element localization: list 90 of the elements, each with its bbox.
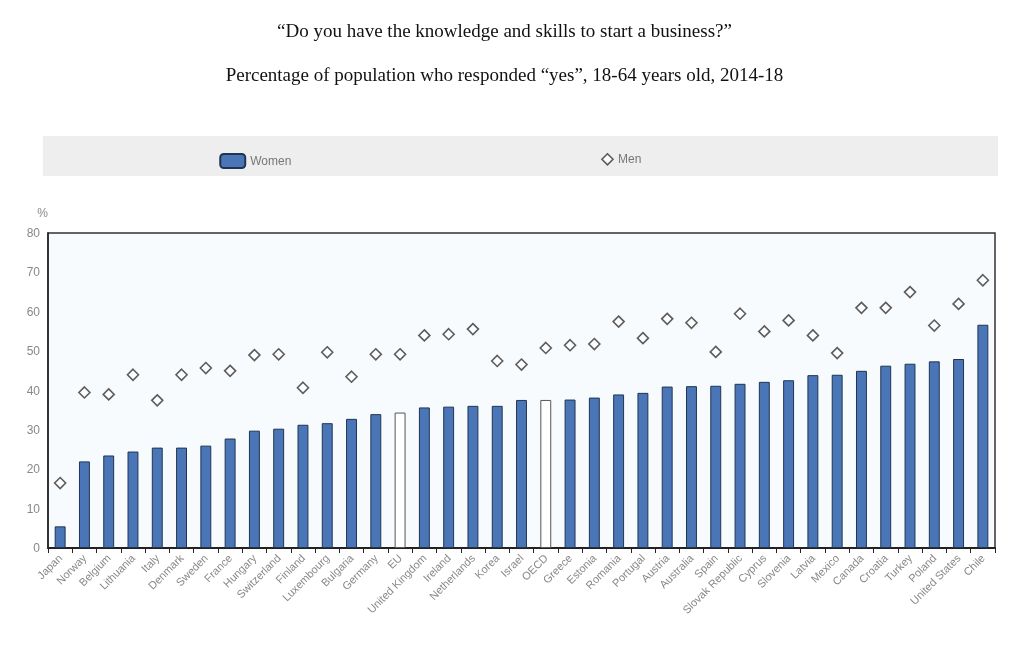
point xyxy=(515,358,528,371)
bar xyxy=(734,383,746,548)
y-tick-label: 60 xyxy=(26,304,41,319)
bar xyxy=(928,361,940,548)
point xyxy=(78,386,91,399)
point xyxy=(709,345,723,359)
point xyxy=(855,301,868,315)
point xyxy=(588,337,601,351)
point xyxy=(660,312,674,326)
y-tick-label: 30 xyxy=(26,422,41,437)
y-axis-title: % xyxy=(37,206,49,220)
point xyxy=(490,354,504,368)
point xyxy=(927,319,941,332)
chart-title: “Do you have the knowledge and skills to start a business?” xyxy=(277,20,732,41)
point xyxy=(418,329,431,342)
point xyxy=(150,394,164,407)
y-tick-label: 40 xyxy=(26,383,41,398)
point xyxy=(830,346,844,360)
point xyxy=(952,297,965,311)
point xyxy=(539,341,553,355)
bar xyxy=(346,418,357,548)
bar xyxy=(370,414,382,548)
legend-label: Women xyxy=(250,154,292,168)
point xyxy=(879,301,893,315)
bar xyxy=(904,363,916,548)
point xyxy=(782,314,795,327)
y-tick-label: 50 xyxy=(26,344,41,359)
bar xyxy=(953,359,965,548)
bar xyxy=(758,381,770,548)
point xyxy=(320,346,334,359)
bar xyxy=(127,451,139,548)
bar xyxy=(491,405,503,548)
y-tick-label: 70 xyxy=(26,265,41,280)
point xyxy=(466,322,480,336)
bar xyxy=(637,392,649,548)
point xyxy=(393,347,407,361)
point xyxy=(806,329,820,342)
bar xyxy=(831,374,843,548)
bar xyxy=(151,447,163,548)
bar xyxy=(977,324,989,548)
bar xyxy=(686,386,697,548)
point xyxy=(53,476,67,490)
bar xyxy=(613,394,625,548)
bar xyxy=(273,428,285,548)
bar xyxy=(880,365,892,548)
point xyxy=(296,381,310,395)
bar xyxy=(418,407,430,548)
bar xyxy=(78,461,90,548)
y-tick-label: 0 xyxy=(33,541,41,555)
point xyxy=(345,370,358,384)
bar xyxy=(54,526,66,548)
point xyxy=(903,285,917,299)
bar xyxy=(176,447,188,548)
bar xyxy=(321,423,333,548)
point xyxy=(369,347,383,361)
point xyxy=(612,315,625,328)
bar xyxy=(710,385,722,548)
point xyxy=(126,368,140,382)
bar xyxy=(248,430,260,548)
bar xyxy=(103,455,115,548)
y-tick-label: 10 xyxy=(26,501,41,516)
point xyxy=(102,388,116,401)
point xyxy=(733,307,747,321)
chart-subtitle: Percentage of population who responded “yes”, 18-64 years old, 2014-18 xyxy=(225,64,784,85)
point xyxy=(223,364,237,378)
bar xyxy=(855,370,867,548)
point xyxy=(175,368,188,382)
point xyxy=(758,325,771,338)
y-tick-label: 80 xyxy=(26,226,41,240)
y-tick-label: 20 xyxy=(26,462,41,477)
bar xyxy=(807,375,819,548)
bar xyxy=(200,445,212,548)
point xyxy=(272,347,285,361)
bar xyxy=(224,438,236,548)
point xyxy=(636,331,650,345)
point xyxy=(442,327,455,341)
bar xyxy=(661,386,673,548)
bar xyxy=(783,380,795,548)
bar xyxy=(516,399,527,548)
bar xyxy=(443,406,455,548)
bar xyxy=(467,405,479,548)
point xyxy=(248,348,261,362)
point xyxy=(685,316,698,330)
legend-label: Men xyxy=(617,152,642,167)
bar xyxy=(564,399,576,548)
point xyxy=(563,338,577,352)
point xyxy=(976,273,990,287)
point xyxy=(199,361,213,375)
bar xyxy=(297,424,309,548)
bar xyxy=(588,397,600,548)
